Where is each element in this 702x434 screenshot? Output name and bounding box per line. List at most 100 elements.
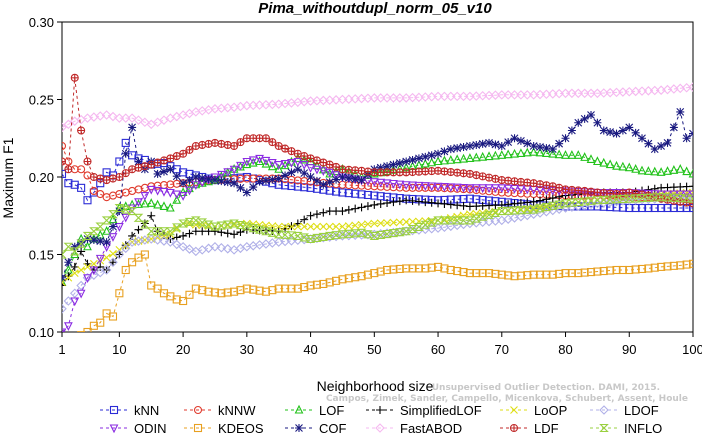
- data-point-cof: [440, 147, 449, 156]
- data-point-cof: [62, 273, 66, 282]
- data-point-odin: [427, 182, 437, 192]
- data-point-inflo: [63, 242, 74, 251]
- data-point-cof: [217, 177, 226, 186]
- data-point-kdeos: [71, 341, 78, 348]
- data-point-inflo: [324, 231, 335, 240]
- legend-item-kdeos: KDEOS: [184, 421, 264, 434]
- data-point-loop: [485, 208, 493, 217]
- data-point-inflo: [490, 208, 501, 218]
- data-point-ldf: [179, 149, 188, 158]
- data-point-lof: [637, 165, 647, 175]
- data-point-kdeos: [414, 264, 423, 273]
- data-point-inflo: [127, 207, 137, 216]
- data-point-lof: [586, 154, 596, 163]
- data-point-cof: [580, 114, 589, 123]
- x-axis: 1 10 20 30 40 50 60 70 80 90 100: [58, 332, 702, 357]
- data-point-odin: [165, 188, 175, 198]
- data-point-loop: [70, 269, 79, 277]
- data-point-simplifiedlof: [179, 231, 188, 240]
- data-point-simplifiedlof: [427, 198, 436, 207]
- data-point-ldf: [268, 138, 277, 147]
- data-point-odin: [637, 189, 647, 199]
- data-point-ldf: [83, 157, 92, 166]
- data-point-lof: [682, 166, 692, 176]
- data-point-cof: [389, 160, 398, 169]
- data-point-kdeos: [618, 265, 627, 275]
- data-point-cof: [434, 149, 443, 158]
- x-tick-label: 40: [303, 342, 317, 357]
- data-point-lof: [516, 148, 526, 157]
- data-point-knnw: [516, 189, 525, 198]
- data-point-ldof: [216, 243, 227, 253]
- data-point-kdeos: [325, 278, 334, 287]
- data-point-kdeos: [204, 287, 213, 296]
- data-point-knnw: [172, 179, 181, 188]
- data-point-kdeos: [389, 265, 398, 274]
- data-point-lof: [427, 157, 437, 167]
- data-point-lof: [465, 153, 475, 162]
- data-point-knn: [306, 183, 315, 192]
- data-point-inflo: [420, 220, 431, 229]
- data-point-inflo: [662, 193, 673, 202]
- data-point-simplifiedlof: [459, 201, 468, 210]
- series-layer: [62, 73, 693, 348]
- data-point-kdeos: [491, 269, 500, 278]
- data-point-lof: [522, 147, 532, 157]
- y-tick-label: 0.20: [29, 170, 54, 185]
- data-point-inflo: [426, 218, 437, 227]
- data-point-ldof: [222, 244, 233, 254]
- x-axis-label: Neighborhood size: [317, 378, 434, 394]
- data-point-kdeos: [140, 250, 149, 259]
- series-line-kdeos: [86, 253, 693, 332]
- data-point-ldof: [503, 214, 513, 224]
- data-point-cof: [472, 140, 481, 149]
- data-point-cof: [89, 236, 98, 245]
- data-point-inflo: [248, 224, 259, 233]
- data-point-inflo: [95, 222, 106, 231]
- x-tick-label: 70: [495, 342, 509, 357]
- data-point-ldof: [184, 244, 195, 254]
- data-point-lof: [542, 148, 551, 157]
- data-point-kdeos: [281, 284, 290, 293]
- data-point-ldf: [446, 168, 455, 177]
- legend-marker: [599, 405, 609, 415]
- data-point-lof: [484, 151, 494, 161]
- data-point-knn: [300, 183, 309, 192]
- data-point-ldof: [95, 267, 106, 278]
- data-point-inflo: [567, 198, 577, 207]
- x-tick-label: 60: [431, 342, 445, 357]
- series-ldof: [62, 193, 693, 314]
- data-point-simplifiedlof: [300, 215, 309, 224]
- data-point-inflo: [133, 213, 144, 222]
- data-point-inflo: [82, 231, 93, 240]
- data-point-knn: [62, 169, 67, 178]
- data-point-cof: [644, 139, 653, 148]
- data-point-cof: [268, 175, 277, 184]
- data-point-simplifiedlof: [434, 199, 443, 208]
- data-point-knnw: [77, 165, 86, 174]
- data-point-odin: [280, 160, 290, 169]
- data-point-simplifiedlof: [383, 199, 392, 208]
- data-point-kdeos: [688, 259, 693, 268]
- data-point-cof: [612, 129, 621, 138]
- data-point-lof: [580, 152, 590, 161]
- data-point-inflo: [229, 219, 239, 228]
- data-point-loop: [408, 217, 417, 226]
- data-point-simplifiedlof: [408, 196, 417, 205]
- data-point-knn: [370, 191, 379, 200]
- legend-marker: [375, 423, 385, 433]
- data-point-inflo: [273, 230, 284, 239]
- data-point-ldf: [523, 178, 532, 187]
- data-point-simplifiedlof: [376, 199, 385, 208]
- data-point-cof: [236, 183, 245, 192]
- data-point-odin: [395, 180, 405, 190]
- data-point-inflo: [222, 220, 233, 229]
- data-point-odin: [293, 157, 303, 167]
- data-point-simplifiedlof: [453, 201, 462, 210]
- data-point-kdeos: [676, 261, 685, 270]
- data-point-simplifiedlof: [357, 203, 366, 212]
- data-point-simplifiedlof: [370, 200, 379, 209]
- data-point-knn: [644, 203, 653, 213]
- data-point-kdeos: [115, 289, 124, 298]
- data-point-inflo: [433, 216, 443, 225]
